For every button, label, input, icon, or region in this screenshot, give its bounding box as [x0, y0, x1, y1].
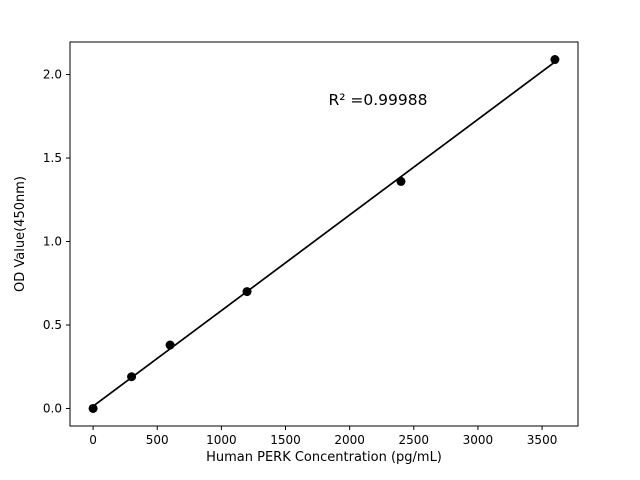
y-axis-label: OD Value(450nm) [13, 176, 28, 292]
x-tick-label: 2000 [334, 433, 365, 447]
data-point [242, 287, 252, 297]
fit-line [92, 61, 556, 407]
data-point [127, 372, 137, 382]
x-tick-label: 3500 [527, 433, 558, 447]
data-point [165, 340, 175, 350]
x-tick-label: 1000 [206, 433, 237, 447]
r-squared-annotation: R² =0.99988 [329, 91, 428, 109]
y-tick-label: 0.5 [43, 318, 62, 332]
x-tick-label: 500 [146, 433, 169, 447]
data-point [550, 55, 560, 65]
y-tick-label: 0.0 [43, 401, 62, 415]
x-tick-label: 2500 [399, 433, 430, 447]
data-point [88, 403, 98, 413]
x-tick-label: 1500 [270, 433, 301, 447]
data-point [396, 176, 406, 186]
x-axis-label: Human PERK Concentration (pg/mL) [206, 450, 442, 465]
plot-frame [69, 41, 579, 427]
y-tick-label: 2.0 [43, 68, 62, 82]
x-tick-label: 3000 [463, 433, 494, 447]
x-tick-label: 0 [89, 433, 97, 447]
y-tick-label: 1.5 [43, 151, 62, 165]
plot-area: 0 500 1000 1500 2000 2500 3000 3500 0.0 0.5 1.0 1.5… [43, 41, 579, 447]
y-tick-label: 1.0 [43, 235, 62, 249]
